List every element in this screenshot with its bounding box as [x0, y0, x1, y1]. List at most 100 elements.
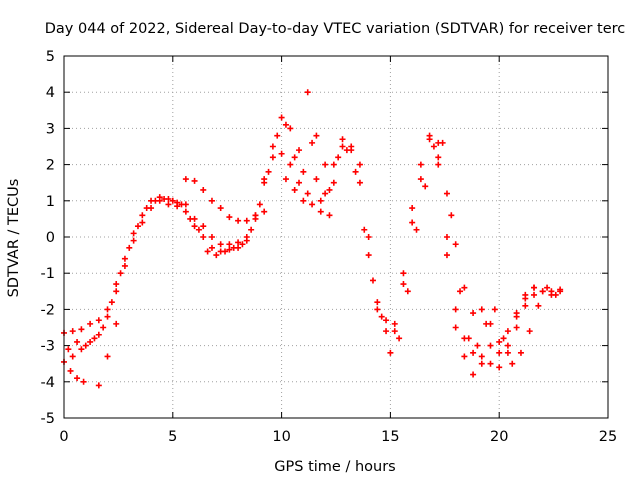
axis-ticks: 0 5 10 15 20 25 -5 -4 -3 -2 -1 0 1 2 3 4 5 [41, 49, 618, 445]
data-point [417, 161, 424, 168]
data-point [104, 306, 111, 313]
data-point [248, 226, 255, 233]
data-point [222, 248, 229, 255]
data-point [200, 223, 207, 230]
data-point [313, 132, 320, 139]
data-point [213, 252, 220, 259]
data-point [304, 190, 311, 197]
x-tick-label: 0 [59, 429, 68, 445]
y-tick-label: 4 [46, 85, 55, 101]
data-point [278, 114, 285, 121]
data-point [204, 248, 211, 255]
data-point [282, 121, 289, 128]
data-point [435, 161, 442, 168]
y-tick-label: 1 [46, 194, 55, 210]
data-point [422, 183, 429, 190]
data-point [461, 284, 468, 291]
data-point [108, 299, 115, 306]
data-point [200, 234, 207, 240]
data-point [226, 246, 233, 253]
data-point [121, 262, 128, 269]
data-point [452, 324, 459, 331]
data-point [487, 360, 494, 367]
data-point [235, 239, 242, 246]
data-point [208, 197, 215, 204]
data-point [121, 255, 128, 262]
y-tick-label: 5 [46, 49, 55, 65]
data-point [496, 349, 503, 356]
x-tick-label: 5 [168, 429, 177, 445]
data-point [361, 226, 368, 233]
data-point [178, 201, 185, 208]
series-track-b [61, 89, 564, 378]
data-point [152, 197, 159, 204]
data-point [504, 328, 511, 335]
data-point [104, 313, 111, 320]
data-point [383, 328, 390, 335]
data-point [478, 306, 485, 313]
x-tick-label: 15 [381, 429, 399, 445]
data-point [313, 176, 320, 183]
data-point [400, 270, 407, 277]
data-point [317, 197, 324, 204]
data-point [356, 161, 363, 168]
data-point [470, 310, 477, 317]
data-point [443, 234, 450, 240]
data-point [452, 241, 459, 248]
data-point [139, 212, 146, 219]
y-axis-label: SDTVAR / TECUs [6, 179, 22, 298]
data-point [95, 331, 102, 338]
data-point [78, 346, 85, 353]
data-point [309, 201, 316, 208]
data-point [69, 328, 76, 335]
data-point [67, 367, 74, 374]
data-point [130, 230, 137, 237]
data-point [365, 252, 372, 259]
data-point [126, 244, 133, 251]
data-point [452, 306, 459, 313]
data-point [274, 132, 281, 139]
data-point [378, 313, 385, 320]
y-tick-label: 2 [46, 158, 55, 174]
data-point [309, 139, 316, 146]
data-point [326, 212, 333, 219]
data-point [513, 324, 520, 331]
data-point [143, 205, 150, 212]
data-point [187, 215, 194, 222]
data-point [443, 190, 450, 197]
data-point [226, 241, 233, 248]
series-track-d [67, 161, 538, 389]
data-point [100, 324, 107, 331]
data-point [470, 371, 477, 378]
data-point [500, 335, 507, 342]
data-point [82, 342, 89, 349]
data-point [252, 215, 259, 222]
data-point [496, 338, 503, 345]
data-point [544, 284, 551, 291]
data-point [504, 349, 511, 356]
data-point [191, 223, 198, 230]
data-point [130, 237, 137, 244]
data-point [491, 306, 498, 313]
series-track-a [61, 132, 564, 371]
data-point [300, 197, 307, 204]
data-point [339, 136, 346, 143]
data-point [339, 143, 346, 150]
data-point [261, 176, 268, 183]
data-point [134, 223, 141, 230]
series-track-c [65, 121, 559, 367]
data-point [200, 186, 207, 193]
data-point [487, 320, 494, 327]
data-point [335, 154, 342, 161]
y-tick-label: 3 [46, 121, 55, 137]
data-point [535, 302, 542, 309]
data-point [522, 295, 529, 302]
grid-lines [64, 56, 608, 418]
data-point [69, 353, 76, 360]
x-tick-label: 20 [490, 429, 508, 445]
data-point [356, 179, 363, 186]
data-point [95, 382, 102, 389]
data-point [391, 320, 398, 327]
data-point [409, 205, 416, 212]
